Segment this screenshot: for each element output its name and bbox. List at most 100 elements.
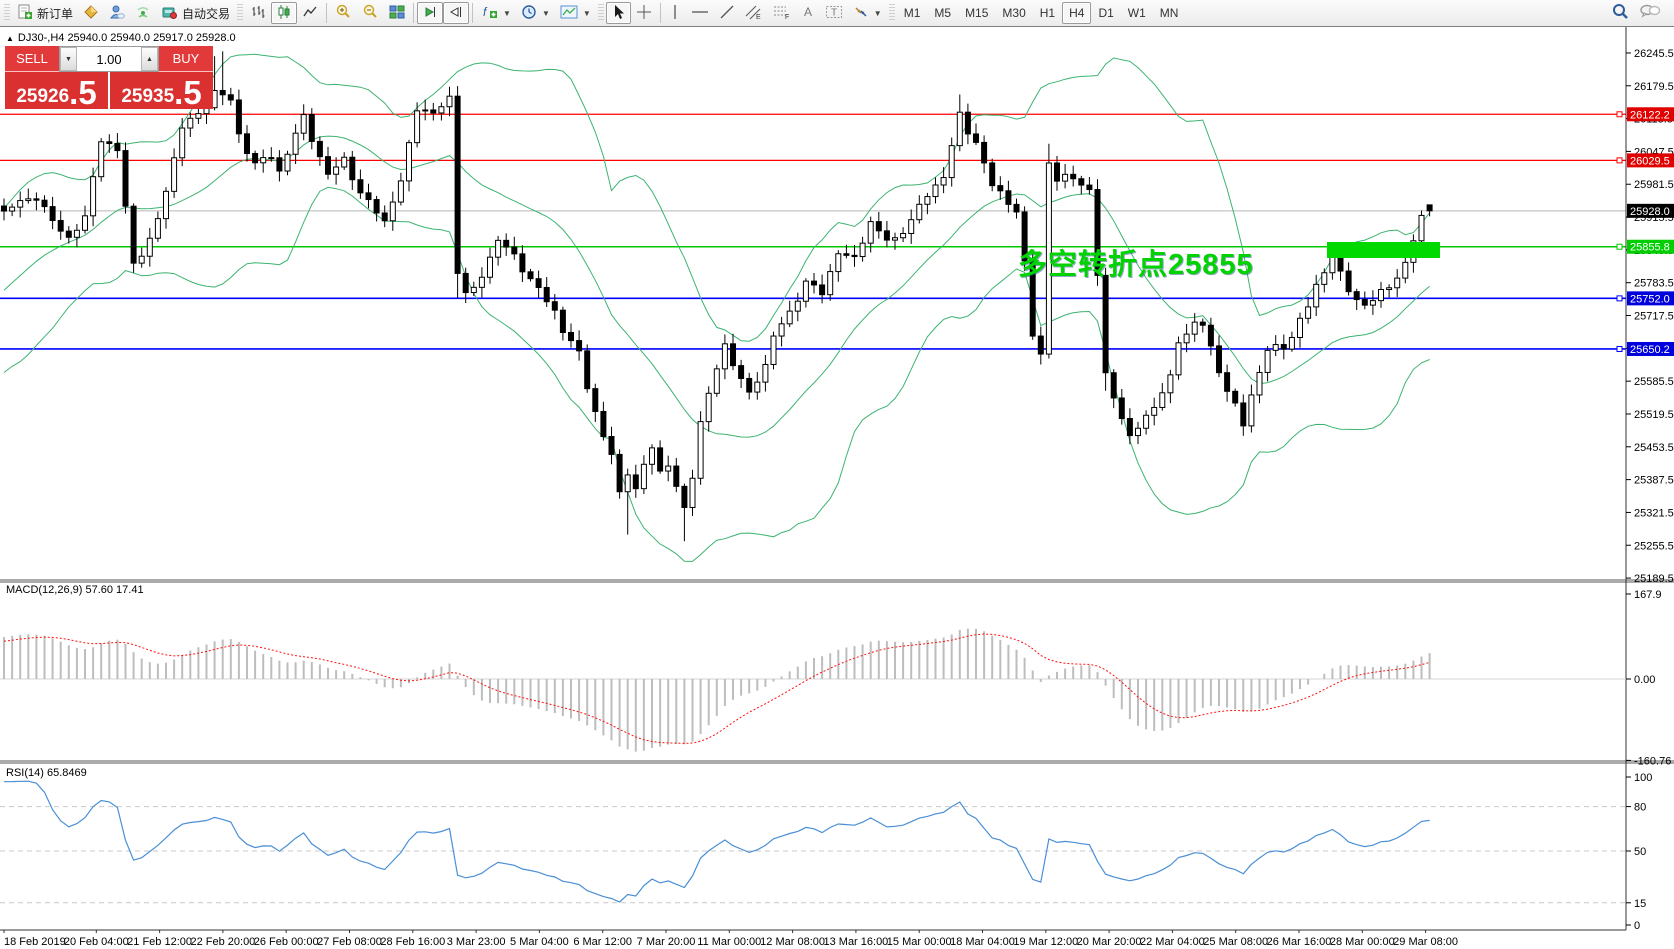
horizontal-line-button[interactable] [686,2,714,24]
volume-decrease-button[interactable]: ▼ [60,47,77,71]
timeframe-button-D1[interactable]: D1 [1091,2,1120,24]
time-tick-label: 29 Mar 08:00 [1393,936,1458,948]
buy-button[interactable]: BUY [159,46,213,72]
time-tick-label: 15 Mar 00:00 [887,936,952,948]
candle-body [1402,261,1409,279]
svg-text:f: f [483,5,488,19]
equidistant-channel-button[interactable]: E [740,2,768,24]
candle-body [705,392,712,423]
candle-body [73,229,80,238]
crosshair-button[interactable] [631,2,657,24]
candle-body [794,300,801,312]
timeframe-button-H4[interactable]: H4 [1062,2,1092,24]
sell-button[interactable]: SELL [5,46,59,72]
vertical-line-button[interactable] [664,2,686,24]
one-click-trading-panel: SELL ▼ 1.00 ▲ BUY 25926.5 25935.5 [5,46,213,109]
indicators-button[interactable]: f ▼ [476,2,516,24]
candle-body [478,276,485,288]
candle-body [1062,173,1069,182]
svg-text:E: E [756,14,761,20]
candle-body [1418,214,1425,242]
metaeditor-icon [83,4,99,23]
collapse-ohlc-arrow[interactable]: ▲ [6,34,14,43]
line-chart-type-button[interactable] [297,2,323,24]
text-button[interactable]: A [796,2,820,24]
signals-button[interactable] [130,2,156,24]
metaeditor-button[interactable] [78,2,104,24]
buy-price-button[interactable]: 25935.5 [110,72,213,109]
candle-body [1013,203,1020,213]
toolbar-grip [888,4,895,22]
candle-body [981,141,988,164]
candle-body [867,221,874,244]
time-tick-label: 19 Mar 12:00 [1013,936,1078,948]
candle-body [1305,306,1312,319]
market-button[interactable] [104,2,130,24]
candle-body [1054,162,1060,182]
candlestick-chart-type-button[interactable] [271,2,298,24]
candle-body [721,343,728,370]
candle-body [438,106,445,114]
auto-scroll-button[interactable] [417,2,444,24]
zoom-in-button[interactable] [330,2,357,24]
toolbar-separator [659,3,661,23]
rsi-panel [0,780,1626,904]
chart-canvas[interactable]: 26245.526179.526113.526047.525981.525915… [0,27,1674,949]
bollinger-band-line [3,53,1430,342]
timeframe-button-W1[interactable]: W1 [1121,2,1153,24]
chart-shift-icon [448,4,464,23]
candle-body [57,220,64,232]
candle-body [948,145,955,179]
cursor-button[interactable] [605,2,631,24]
bar-chart-type-button[interactable] [245,2,271,24]
candle-body [300,114,307,134]
timeframe-button-M1[interactable]: M1 [897,2,928,24]
candles-icon [276,4,292,23]
candle-body [503,239,510,248]
chart-shift-button[interactable] [443,2,470,24]
candle-body [624,474,631,493]
candle-body [1207,324,1214,347]
trendline-icon [719,4,735,23]
candle-body [543,286,550,303]
timeframe-button-M30[interactable]: M30 [995,2,1032,24]
new-order-button[interactable]: 新订单 [12,2,78,24]
candle-body [1167,374,1174,394]
sell-price-button[interactable]: 25926.5 [5,72,108,109]
cursor-arrow-icon [611,4,626,23]
time-tick-label: 26 Feb 00:00 [254,936,319,948]
timeframe-button-M15[interactable]: M15 [958,2,995,24]
candle-body [1248,394,1255,427]
search-button[interactable] [1606,1,1634,23]
time-tick-label: 28 Mar 00:00 [1330,936,1395,948]
candle-body [268,157,275,160]
trendline-button[interactable] [714,2,740,24]
chat-button[interactable] [1634,1,1666,23]
timeframe-button-H1[interactable]: H1 [1033,2,1062,24]
templates-button[interactable]: ▼ [555,2,596,24]
volume-increase-button[interactable]: ▲ [141,47,158,71]
algo-trading-button[interactable]: 自动交易 [156,2,235,24]
timeframe-button-M5[interactable]: M5 [927,2,958,24]
candle-body [875,221,882,232]
candle-body [1361,299,1368,306]
candle-body [746,377,753,393]
timeframe-button-MN[interactable]: MN [1153,2,1186,24]
candle-body [932,184,939,198]
line-end-marker [1616,157,1623,164]
text-label-button[interactable]: T [820,2,848,24]
price-axis: 26245.526179.526113.526047.525981.525915… [1626,48,1674,585]
volume-value[interactable]: 1.00 [96,51,122,67]
candle-body [600,410,607,438]
fibonacci-button[interactable]: F [768,2,796,24]
zoom-out-button[interactable] [357,2,384,24]
arrows-button[interactable]: ▼ [848,2,887,24]
candle-body [827,271,834,296]
candle-body [584,350,591,390]
periods-button[interactable]: ▼ [516,2,555,24]
tile-windows-button[interactable] [384,2,410,24]
candle-body [454,95,461,274]
candle-body [65,230,72,238]
zoom-in-icon [335,3,352,23]
